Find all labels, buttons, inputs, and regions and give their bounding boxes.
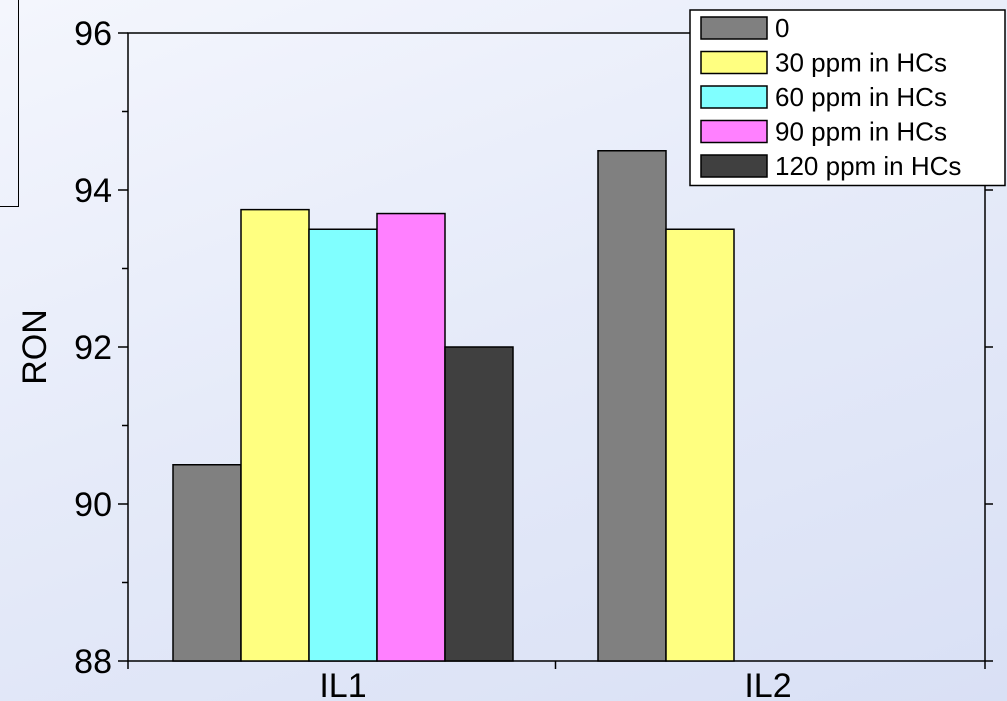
legend-label: 0	[775, 13, 789, 43]
bar-il1-series-4	[376, 212, 446, 662]
x-tick-label: IL1	[319, 667, 366, 701]
y-tick-label: 94	[74, 172, 112, 210]
legend-label: 30 ppm in HCs	[775, 48, 947, 78]
legend-swatch	[700, 85, 768, 109]
legend-swatch	[700, 119, 768, 144]
y-tick-label: 88	[74, 643, 112, 681]
bar-il1-series-3	[308, 228, 378, 662]
y-tick-label: 90	[74, 486, 112, 524]
legend-label: 120 ppm in HCs	[775, 151, 961, 181]
bar-il1-series-2	[240, 208, 310, 662]
y-axis-label: RON	[16, 309, 54, 385]
bar-il1-series-1	[172, 464, 242, 662]
bar-il2-series-2	[665, 228, 735, 662]
y-tick-label: 92	[74, 329, 112, 367]
axes-group: 88 90 92 94 96 IL1 IL2	[74, 15, 993, 701]
legend: 0 30 ppm in HCs 60 ppm in HCs 90 ppm in HCs…	[689, 9, 1006, 187]
y-tick-label: 96	[74, 15, 112, 53]
bar-il1-series-5	[444, 346, 514, 662]
bars-group	[172, 150, 735, 662]
x-tick-label: IL2	[744, 667, 791, 701]
bar-il2-series-1	[597, 150, 667, 662]
legend-swatch	[700, 154, 768, 178]
decorative-frame	[0, 0, 19, 207]
legend-label: 90 ppm in HCs	[775, 117, 947, 147]
legend-label: 60 ppm in HCs	[775, 82, 947, 112]
legend-swatch	[700, 16, 768, 40]
legend-swatch	[700, 50, 768, 75]
